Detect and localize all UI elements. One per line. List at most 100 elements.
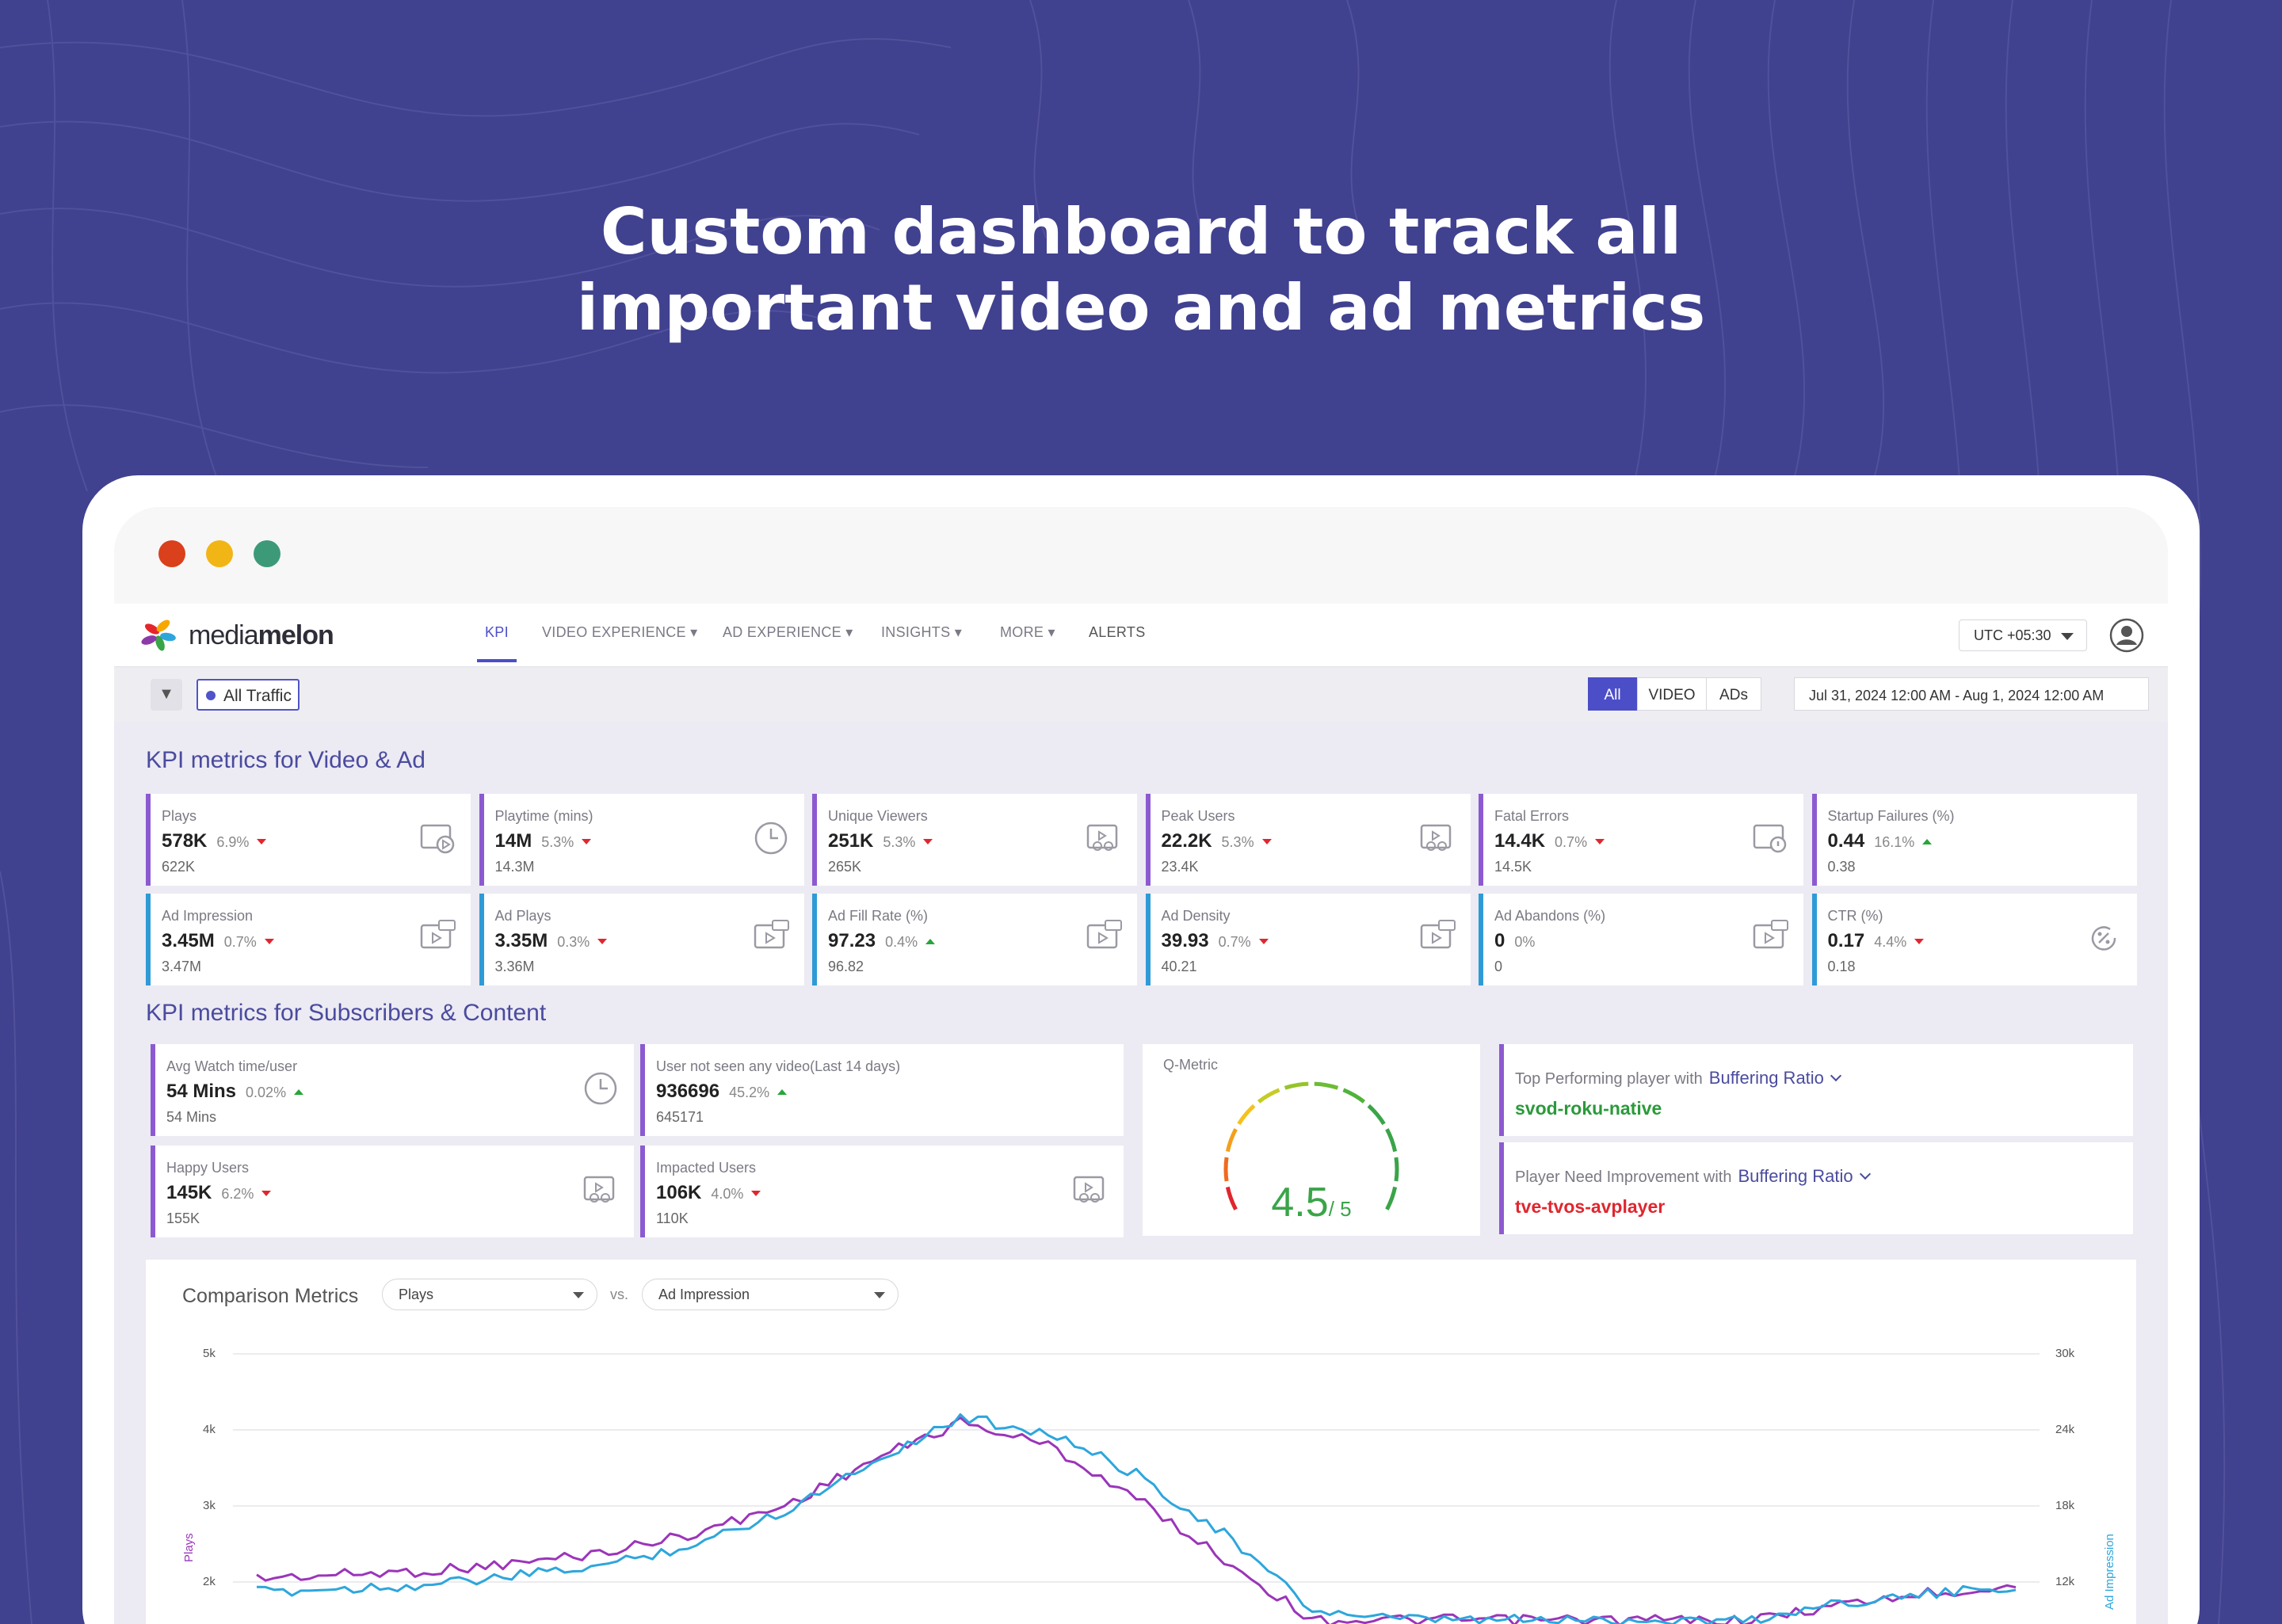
q-metric-value: 4.5/ 5 xyxy=(1143,1179,1480,1226)
top-player-caption: Top Performing player with xyxy=(1515,1070,1703,1088)
kpi-number: 578K xyxy=(162,830,208,852)
video-card[interactable]: Playtime (mins) 14M 5.3% 14.3M xyxy=(479,794,804,886)
kpi-change-percent: 0% xyxy=(1514,934,1536,950)
sub-card[interactable]: Avg Watch time/user 54 Mins 0.02% 54 Mins xyxy=(151,1044,634,1136)
chevron-down-icon xyxy=(1859,1168,1871,1180)
kpi-label: Unique Viewers xyxy=(828,808,928,824)
kpi-previous-value: 622K xyxy=(162,859,196,875)
trend-down-icon xyxy=(751,1191,761,1196)
ad-card[interactable]: Ad Plays 3.35M 0.3% 3.36M xyxy=(479,894,804,985)
video-card[interactable]: Plays 578K 6.9% 622K xyxy=(146,794,471,886)
ad-card[interactable]: Ad Density 39.93 0.7% 40.21 xyxy=(1145,894,1471,985)
nav-insights[interactable]: INSIGHTS ▾ xyxy=(881,624,962,641)
top-player-value: svod-roku-native xyxy=(1515,1098,1662,1119)
gauge-segment xyxy=(1223,1157,1229,1182)
sub-card[interactable]: Happy Users 145K 6.2% 155K xyxy=(151,1146,634,1237)
y2-tick-label: 24k xyxy=(2055,1423,2075,1436)
kpi-number: 251K xyxy=(828,830,874,852)
video-card[interactable]: Startup Failures (%) 0.44 16.1% 0.38 xyxy=(1811,794,2137,886)
kpi-number: 0 xyxy=(1494,930,1505,951)
ad-card[interactable]: CTR (%) 0.17 4.4% 0.18 xyxy=(1811,894,2137,985)
sub-card[interactable]: User not seen any video(Last 14 days) 936… xyxy=(640,1044,1124,1136)
all-traffic-chip[interactable]: All Traffic xyxy=(197,679,300,711)
segment-ads[interactable]: ADs xyxy=(1706,677,1761,711)
nav-active-indicator xyxy=(477,659,517,662)
metric-select-1[interactable]: Plays xyxy=(382,1279,597,1310)
logo-text-bold: melon xyxy=(258,619,334,650)
y2-tick-label: 12k xyxy=(2055,1575,2075,1588)
kpi-change-percent: 4.0% xyxy=(711,1186,744,1202)
kpi-previous-value: 96.82 xyxy=(828,959,864,974)
comparison-title: Comparison Metrics xyxy=(182,1285,359,1307)
nav-alerts[interactable]: ALERTS xyxy=(1089,624,1146,640)
kpi-number: 39.93 xyxy=(1161,930,1209,951)
ad-card[interactable]: Ad Impression 3.45M 0.7% 3.47M xyxy=(146,894,471,985)
kpi-previous-value: 40.21 xyxy=(1161,959,1197,974)
chevron-down-icon xyxy=(1830,1069,1841,1082)
video-card[interactable]: Unique Viewers 251K 5.3% 265K xyxy=(812,794,1137,886)
kpi-number: 0.44 xyxy=(1827,830,1865,852)
comparison-line-chart xyxy=(233,1353,2040,1624)
kpi-value: 0.17 4.4% xyxy=(1828,930,1925,952)
y-tick-label: 3k xyxy=(203,1499,216,1512)
metric-select-2[interactable]: Ad Impression xyxy=(642,1279,899,1310)
kpi-value: 106K 4.0% xyxy=(656,1182,761,1204)
caret-down-icon: ▾ xyxy=(845,624,853,640)
trend-down-icon xyxy=(1261,839,1272,844)
date-range-picker[interactable]: Jul 31, 2024 12:00 AM - Aug 1, 2024 12:0… xyxy=(1794,677,2149,711)
nav-video-experience[interactable]: VIDEO EXPERIENCE ▾ xyxy=(542,624,698,641)
nav-kpi[interactable]: KPI xyxy=(485,624,509,640)
kpi-change-percent: 0.4% xyxy=(885,934,918,950)
kpi-value: 97.23 0.4% xyxy=(828,930,936,952)
improve-player-metric-select[interactable]: Buffering Ratio xyxy=(1738,1166,1871,1186)
caret-down-icon: ▾ xyxy=(954,624,963,640)
timezone-select[interactable]: UTC +05:30 xyxy=(1959,619,2087,651)
segment-all[interactable]: All xyxy=(1588,677,1637,711)
ad-card[interactable]: Ad Abandons (%) 0 0% 0 xyxy=(1479,894,1803,985)
nav-video-experience-label: VIDEO EXPERIENCE xyxy=(542,624,686,640)
video-card[interactable]: Peak Users 22.2K 5.3% 23.4K xyxy=(1145,794,1471,886)
ad-card[interactable]: Ad Fill Rate (%) 97.23 0.4% 96.82 xyxy=(812,894,1137,985)
clock-icon xyxy=(754,822,787,855)
caret-down-icon xyxy=(573,1292,584,1298)
close-window-button[interactable] xyxy=(158,540,185,567)
trend-up-icon xyxy=(294,1089,304,1095)
kpi-previous-value: 3.47M xyxy=(162,959,202,974)
clock-icon xyxy=(584,1072,617,1105)
kpi-change-percent: 5.3% xyxy=(1221,834,1254,850)
kpi-value: 22.2K 5.3% xyxy=(1162,830,1272,852)
kpi-previous-value: 645171 xyxy=(656,1109,704,1125)
kpi-label: Plays xyxy=(162,808,197,824)
improve-player-value: tve-tvos-avplayer xyxy=(1515,1196,1666,1217)
y-tick-label: 5k xyxy=(203,1347,216,1360)
trend-down-icon xyxy=(1595,839,1605,844)
kpi-previous-value: 110K xyxy=(656,1210,689,1226)
hero-line-2: important video and ad metrics xyxy=(576,271,1706,345)
y2-tick-label: 30k xyxy=(2055,1347,2075,1360)
nav-ad-experience[interactable]: AD EXPERIENCE ▾ xyxy=(723,624,853,641)
filter-funnel-icon[interactable]: ▼ xyxy=(151,679,182,711)
nav-more[interactable]: MORE ▾ xyxy=(1000,624,1055,641)
q-metric-label: Q-Metric xyxy=(1163,1057,1218,1073)
minimize-window-button[interactable] xyxy=(206,540,233,567)
kpi-number: 97.23 xyxy=(828,930,876,951)
top-player-metric-select[interactable]: Buffering Ratio xyxy=(1709,1068,1841,1088)
improve-player-card: Player Need Improvement with Buffering Ra… xyxy=(1499,1142,2133,1234)
sub-card[interactable]: Impacted Users 106K 4.0% 110K xyxy=(640,1146,1124,1237)
improve-player-caption: Player Need Improvement with xyxy=(1515,1168,1732,1186)
maximize-window-button[interactable] xyxy=(254,540,280,567)
kpi-number: 145K xyxy=(166,1182,212,1203)
top-player-label: Top Performing player with Buffering Rati… xyxy=(1515,1068,1841,1088)
ad-density-icon xyxy=(1420,920,1456,949)
segment-video[interactable]: VIDEO xyxy=(1637,677,1707,711)
kpi-change-percent: 6.9% xyxy=(216,834,250,850)
kpi-previous-value: 155K xyxy=(166,1210,200,1226)
kpi-number: 106K xyxy=(656,1182,702,1203)
kpi-label: Ad Abandons (%) xyxy=(1494,908,1606,924)
video-card[interactable]: Fatal Errors 14.4K 0.7% 14.5K xyxy=(1479,794,1803,886)
mediamelon-logo[interactable]: mediamelon xyxy=(138,618,334,653)
user-avatar-icon[interactable] xyxy=(2109,618,2144,653)
kpi-value: 14M 5.3% xyxy=(495,830,592,852)
kpi-label: Playtime (mins) xyxy=(494,808,593,824)
kpi-label: Happy Users xyxy=(166,1160,250,1176)
